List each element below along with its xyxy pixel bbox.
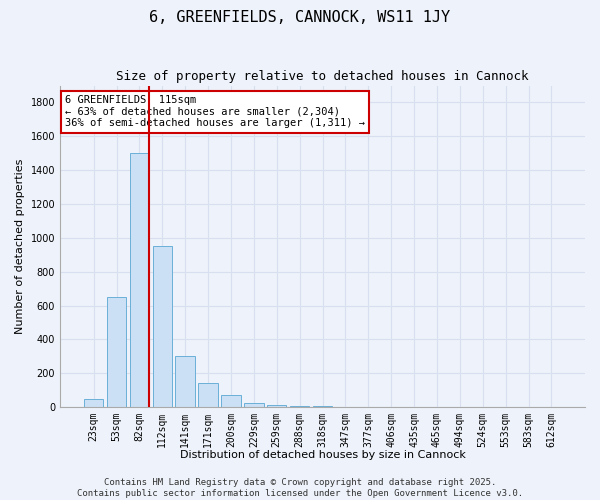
- Text: 6 GREENFIELDS: 115sqm
← 63% of detached houses are smaller (2,304)
36% of semi-d: 6 GREENFIELDS: 115sqm ← 63% of detached …: [65, 95, 365, 128]
- Y-axis label: Number of detached properties: Number of detached properties: [15, 158, 25, 334]
- Bar: [175, 356, 195, 407]
- Bar: [290, 406, 310, 407]
- Text: 6, GREENFIELDS, CANNOCK, WS11 1JY: 6, GREENFIELDS, CANNOCK, WS11 1JY: [149, 10, 451, 25]
- Bar: [244, 403, 263, 407]
- Bar: [130, 154, 149, 407]
- X-axis label: Distribution of detached houses by size in Cannock: Distribution of detached houses by size …: [179, 450, 466, 460]
- Text: Contains HM Land Registry data © Crown copyright and database right 2025.
Contai: Contains HM Land Registry data © Crown c…: [77, 478, 523, 498]
- Bar: [152, 246, 172, 407]
- Bar: [313, 406, 332, 407]
- Bar: [221, 396, 241, 407]
- Bar: [84, 398, 103, 407]
- Bar: [267, 404, 286, 407]
- Title: Size of property relative to detached houses in Cannock: Size of property relative to detached ho…: [116, 70, 529, 83]
- Bar: [107, 297, 126, 407]
- Bar: [199, 384, 218, 407]
